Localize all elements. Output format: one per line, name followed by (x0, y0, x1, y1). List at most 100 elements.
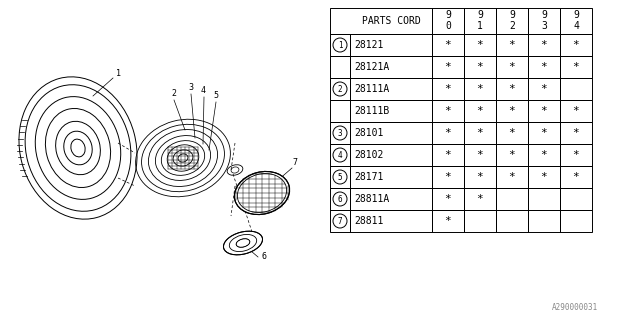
Bar (496, 122, 528, 144)
Bar (560, 100, 592, 122)
Text: 1: 1 (116, 69, 121, 78)
Text: *: * (477, 40, 483, 50)
Bar (432, 166, 464, 188)
Text: 9: 9 (509, 10, 515, 20)
Bar (330, 188, 350, 210)
Bar (528, 34, 560, 56)
Text: 2: 2 (171, 89, 176, 98)
Bar (330, 166, 350, 188)
Text: *: * (573, 172, 579, 182)
Text: 5: 5 (213, 91, 218, 100)
Text: *: * (573, 62, 579, 72)
Text: *: * (445, 128, 451, 138)
Text: *: * (509, 40, 515, 50)
Ellipse shape (227, 165, 243, 175)
Text: 5: 5 (338, 172, 342, 181)
Text: 7: 7 (338, 217, 342, 226)
Bar (528, 122, 560, 144)
Bar (528, 100, 560, 122)
Text: *: * (477, 194, 483, 204)
Text: *: * (573, 128, 579, 138)
Text: 3: 3 (541, 21, 547, 31)
Text: *: * (541, 106, 547, 116)
Bar (528, 188, 560, 210)
Text: 9: 9 (573, 10, 579, 20)
Text: *: * (477, 106, 483, 116)
Bar (560, 144, 592, 166)
Text: 28811: 28811 (354, 216, 383, 226)
Text: *: * (573, 150, 579, 160)
Bar (528, 56, 560, 78)
Bar (350, 188, 432, 210)
Bar (432, 210, 464, 232)
Bar (350, 100, 432, 122)
Bar (528, 144, 560, 166)
Bar (464, 78, 496, 100)
Bar (350, 166, 432, 188)
Bar (432, 100, 464, 122)
Bar (560, 188, 592, 210)
Text: A290000031: A290000031 (552, 303, 598, 312)
Bar (560, 34, 592, 56)
Text: *: * (509, 128, 515, 138)
Text: 6: 6 (338, 195, 342, 204)
Text: *: * (541, 40, 547, 50)
Bar (496, 100, 528, 122)
Text: PARTS CORD: PARTS CORD (362, 16, 420, 26)
Text: 7: 7 (292, 158, 297, 167)
Text: *: * (445, 216, 451, 226)
Bar (464, 210, 496, 232)
Text: 4: 4 (573, 21, 579, 31)
Bar (432, 122, 464, 144)
Bar (464, 144, 496, 166)
Bar (464, 122, 496, 144)
Text: 28102: 28102 (354, 150, 383, 160)
Text: *: * (573, 106, 579, 116)
Bar (560, 78, 592, 100)
Bar (496, 188, 528, 210)
Bar (330, 122, 350, 144)
Text: 9: 9 (477, 10, 483, 20)
Text: 28101: 28101 (354, 128, 383, 138)
Bar (350, 78, 432, 100)
Text: 28111A: 28111A (354, 84, 389, 94)
Text: *: * (573, 40, 579, 50)
Text: *: * (541, 172, 547, 182)
Bar (464, 166, 496, 188)
Text: 3: 3 (188, 83, 193, 92)
Bar (560, 122, 592, 144)
Text: *: * (445, 150, 451, 160)
Bar (560, 56, 592, 78)
Bar (496, 210, 528, 232)
Text: 28111B: 28111B (354, 106, 389, 116)
Text: 3: 3 (338, 129, 342, 138)
Bar (330, 144, 350, 166)
Bar (496, 144, 528, 166)
Bar (496, 34, 528, 56)
Bar (330, 210, 350, 232)
Text: *: * (445, 194, 451, 204)
Text: *: * (509, 84, 515, 94)
Text: 4: 4 (338, 150, 342, 159)
Text: *: * (445, 40, 451, 50)
Text: 28171: 28171 (354, 172, 383, 182)
Text: 28121A: 28121A (354, 62, 389, 72)
Text: 1: 1 (477, 21, 483, 31)
Bar (528, 210, 560, 232)
Ellipse shape (234, 172, 289, 214)
Text: *: * (477, 84, 483, 94)
Bar (432, 144, 464, 166)
Text: *: * (477, 150, 483, 160)
Text: *: * (541, 150, 547, 160)
Bar (560, 166, 592, 188)
Bar (350, 144, 432, 166)
Bar (464, 56, 496, 78)
Text: *: * (509, 172, 515, 182)
Bar (464, 34, 496, 56)
Text: *: * (541, 62, 547, 72)
Text: *: * (477, 172, 483, 182)
Bar (464, 8, 496, 34)
Bar (330, 56, 350, 78)
Text: 2: 2 (509, 21, 515, 31)
Text: 9: 9 (445, 10, 451, 20)
